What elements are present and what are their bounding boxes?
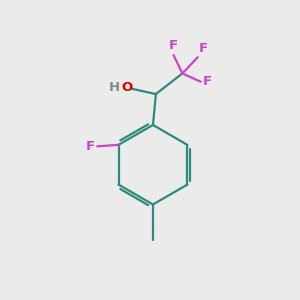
- Text: O: O: [121, 81, 132, 94]
- Text: F: F: [203, 75, 212, 88]
- Text: H: H: [109, 81, 120, 94]
- Text: F: F: [168, 39, 178, 52]
- Text: F: F: [86, 140, 95, 153]
- Text: F: F: [199, 42, 208, 55]
